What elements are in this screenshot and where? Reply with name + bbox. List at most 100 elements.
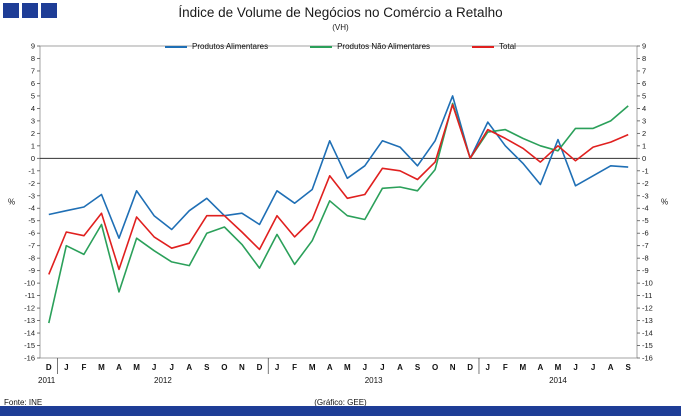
x-tick-label: A xyxy=(538,363,544,372)
y-tick-label-right: -3 xyxy=(642,191,649,200)
y-tick-label-right: -16 xyxy=(642,354,653,363)
footer-bar xyxy=(0,406,681,416)
y-tick-label-right: -5 xyxy=(642,216,649,225)
legend-line-swatch xyxy=(310,45,333,48)
y-tick-label-left: 1 xyxy=(31,141,35,150)
x-tick-label: A xyxy=(116,363,122,372)
y-tick-label-left: 4 xyxy=(31,104,35,113)
y-tick-label-left: -6 xyxy=(28,229,35,238)
x-tick-label: J xyxy=(486,363,490,372)
x-tick-label: J xyxy=(591,363,595,372)
x-tick-label: O xyxy=(432,363,438,372)
y-tick-label-left: -7 xyxy=(28,241,35,250)
x-tick-label: D xyxy=(257,363,263,372)
x-tick-label: J xyxy=(275,363,279,372)
year-label: 2011 xyxy=(38,376,56,385)
x-tick-label: J xyxy=(64,363,68,372)
x-tick-label: M xyxy=(98,363,105,372)
plot-frame xyxy=(39,45,638,359)
legend-label: Produtos Alimentares xyxy=(192,42,269,51)
y-tick-label-right: 3 xyxy=(642,116,646,125)
x-tick-label: M xyxy=(520,363,527,372)
y-tick-label-right: -2 xyxy=(642,179,649,188)
y-tick-label-left: -13 xyxy=(24,316,35,325)
y-tick-label-left: -10 xyxy=(24,279,35,288)
y-tick-label-left: 2 xyxy=(31,129,35,138)
x-tick-label: F xyxy=(81,363,86,372)
legend-item-nao-alimentares: Produtos Não Alimentares xyxy=(310,42,430,51)
x-tick-label: O xyxy=(221,363,227,372)
x-tick-label: A xyxy=(608,363,614,372)
x-tick-label: A xyxy=(397,363,403,372)
x-tick-label: J xyxy=(363,363,367,372)
y-tick-label-right: 6 xyxy=(642,79,646,88)
x-tick-label: J xyxy=(169,363,173,372)
x-tick-label: M xyxy=(133,363,140,372)
y-tick-label-left: -9 xyxy=(28,266,35,275)
x-tick-label: J xyxy=(380,363,384,372)
y-tick-label-left: 5 xyxy=(31,91,35,100)
y-tick-label-right: -7 xyxy=(642,241,649,250)
chart-area: -16 -16 -15 -15 -14 -14 -13 -13 -12 -12 -11 -11 -10-… xyxy=(0,40,681,388)
series-line xyxy=(48,103,629,275)
y-tick-label-left: -14 xyxy=(24,329,35,338)
x-tick-label: D xyxy=(467,363,473,372)
legend-item-alimentares: Produtos Alimentares xyxy=(165,42,268,51)
y-tick-label-right: -8 xyxy=(642,254,649,263)
y-tick-label-left: -1 xyxy=(28,166,35,175)
x-tick-label: A xyxy=(327,363,333,372)
y-tick-label-left: -15 xyxy=(24,341,35,350)
series-line xyxy=(48,102,629,324)
x-tick-label: N xyxy=(239,363,245,372)
brand-logo xyxy=(3,3,57,18)
logo-square-icon xyxy=(3,3,19,18)
y-tick-label-right: -4 xyxy=(642,204,649,213)
logo-square-icon xyxy=(41,3,57,18)
legend-label: Total xyxy=(499,42,516,51)
chart-subtitle: (VH) xyxy=(332,23,349,32)
x-tick-label: S xyxy=(415,363,421,372)
y-tick-label-right: 7 xyxy=(642,66,646,75)
y-tick-label-right: -11 xyxy=(642,291,652,300)
y-tick-label-left: 9 xyxy=(31,42,35,51)
y-tick-label-right: 0 xyxy=(642,154,646,163)
chart-legend: Produtos Alimentares Produtos Não Alimen… xyxy=(0,42,681,51)
x-tick-label: J xyxy=(573,363,577,372)
y-tick-label-left: 7 xyxy=(31,66,35,75)
year-label: 2013 xyxy=(365,376,383,385)
y-tick-label-left: 0 xyxy=(31,154,35,163)
y-tick-label-right: -9 xyxy=(642,266,649,275)
y-tick-label-right: -12 xyxy=(642,304,653,313)
y-tick-label-left: -16 xyxy=(24,354,35,363)
y-tick-label-right: 9 xyxy=(642,42,646,51)
y-tick-label-right: 8 xyxy=(642,54,646,63)
x-tick-label: M xyxy=(555,363,562,372)
y-tick-label-left: -2 xyxy=(28,179,35,188)
y-tick-label-right: 2 xyxy=(642,129,646,138)
year-label: 2012 xyxy=(154,376,172,385)
y-axis-unit-left: % xyxy=(8,197,15,206)
credit-note: (Gráfico: GEE) xyxy=(314,398,367,407)
x-tick-label: F xyxy=(292,363,297,372)
legend-item-total: Total xyxy=(472,42,516,51)
x-tick-label: M xyxy=(309,363,316,372)
year-label: 2014 xyxy=(549,376,567,385)
y-tick-label-left: 3 xyxy=(31,116,35,125)
x-tick-label: S xyxy=(626,363,632,372)
y-tick-label-left: -3 xyxy=(28,191,35,200)
y-tick-label-right: -13 xyxy=(642,316,653,325)
y-tick-label-right: -10 xyxy=(642,279,653,288)
y-tick-label-right: 1 xyxy=(642,141,646,150)
y-tick-label-left: -5 xyxy=(28,216,35,225)
x-tick-label: S xyxy=(204,363,210,372)
x-tick-label: A xyxy=(186,363,192,372)
line-chart: -16 -16-15 -15-14 -14-13 -13-12 -12-11 -11-10-… xyxy=(8,42,668,386)
legend-line-swatch xyxy=(472,45,495,48)
x-tick-label: D xyxy=(46,363,52,372)
x-tick-label: F xyxy=(503,363,508,372)
y-tick-label-left: -11 xyxy=(25,291,35,300)
legend-label: Produtos Não Alimentares xyxy=(337,42,431,51)
legend-line-swatch xyxy=(165,45,188,48)
y-tick-label-left: 8 xyxy=(31,54,35,63)
y-tick-label-left: -12 xyxy=(24,304,35,313)
